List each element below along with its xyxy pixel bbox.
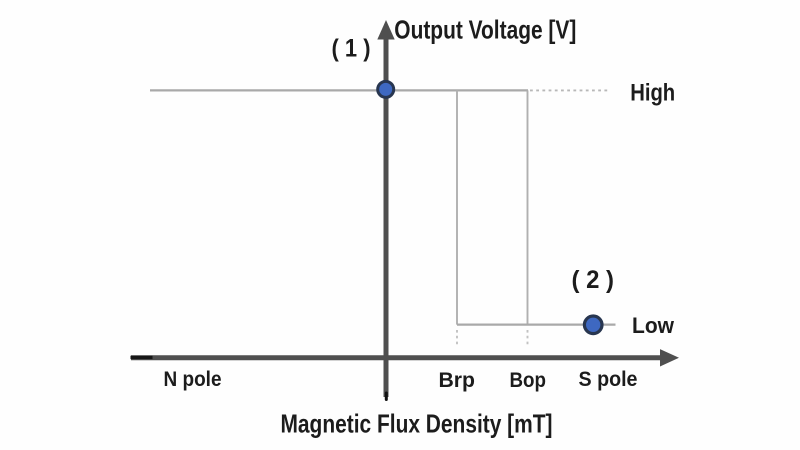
svg-text:Bop: Bop <box>510 369 547 392</box>
svg-text:N pole: N pole <box>164 368 222 391</box>
svg-text:Output Voltage [V]: Output Voltage [V] <box>394 15 576 45</box>
svg-text:( 2 ): ( 2 ) <box>572 266 615 294</box>
svg-text:Magnetic Flux Density [mT]: Magnetic Flux Density [mT] <box>281 409 553 439</box>
svg-text:Low: Low <box>632 313 675 338</box>
svg-text:Brp: Brp <box>439 369 476 392</box>
svg-text:S pole: S pole <box>579 368 638 391</box>
svg-text:High: High <box>630 80 675 107</box>
svg-text:( 1 ): ( 1 ) <box>332 35 371 63</box>
